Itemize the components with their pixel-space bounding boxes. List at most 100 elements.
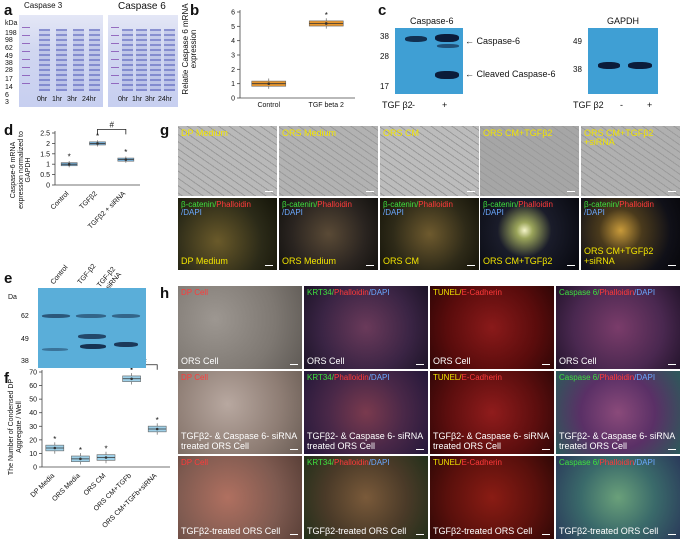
d-ylabel: Caspase-6 mRNA expression normalized to … (10, 131, 33, 209)
c-treat-label-2: TGF β2 (573, 100, 604, 110)
stain-legend: TUNEL/E-Cadherin (433, 373, 502, 382)
stain-c: /DAPI (634, 458, 656, 467)
scale-bar (668, 449, 676, 450)
significance-star: * (130, 366, 133, 375)
panel-c-label: c (378, 2, 387, 19)
stain-dapi: /DAPI (584, 208, 605, 218)
stain-c: /DAPI (634, 288, 656, 297)
data-point (79, 457, 82, 461)
c-treat-label: TGF β2 (382, 100, 413, 110)
panel-d-label: d (4, 122, 14, 139)
gel-caspase3-title: Caspase 3 (24, 1, 63, 10)
lane-label: 0hr (37, 96, 48, 103)
scale-bar (542, 364, 550, 365)
e-marker: 62 (21, 313, 29, 320)
y-tick-label: 2 (231, 67, 235, 74)
stain-a: Caspase 6/ (559, 288, 600, 297)
stain-legend: β-catenin/Phalloidin/DAPI (483, 200, 577, 218)
c-marker: 49 (573, 37, 582, 46)
gel-lane (122, 29, 133, 91)
scale-bar (290, 534, 298, 535)
y-tick-label: 0 (33, 465, 37, 472)
micrograph-fluorescence: TUNEL/E-Cadherin ORS Cell (430, 286, 554, 369)
scale-bar (567, 191, 575, 192)
micrograph-fluorescence: KRT34/Phalloidin/DAPI ORS Cell (304, 286, 428, 369)
row-condition-label: TGFβ2-treated ORS Cell (559, 525, 659, 536)
category-label: DP Media (30, 472, 57, 499)
scale-bar (668, 534, 676, 535)
fluorescence-image: β-catenin/Phalloidin/DAPI ORS Medium (279, 198, 378, 270)
gel-caspase6-title: Caspase 6 (118, 1, 166, 12)
micrograph-fluorescence: TUNEL/E-Cadherin TGFβ2-treated ORS Cell (430, 456, 554, 539)
y-tick-label: 2 (46, 141, 50, 148)
blot-gapdh-title: GAPDH (607, 16, 640, 26)
condition-label: DP Medium (181, 255, 228, 266)
significance-star: * (156, 416, 159, 425)
lane-label: 1hr (132, 96, 143, 103)
stain-beta-catenin: β-catenin/ (584, 200, 620, 209)
stain-b: E-Cadherin (461, 373, 502, 382)
c-plus-2: + (647, 100, 653, 110)
y-tick-label: 0.5 (40, 172, 50, 179)
scale-bar (668, 191, 676, 192)
stain-a: KRT34/ (307, 458, 334, 467)
stain-b: Phalloidin (333, 458, 369, 467)
condition-label: ORS Medium (282, 128, 337, 138)
scale-bar (416, 449, 424, 450)
c-plus: + (442, 100, 448, 110)
condition-label: ORS CM+TGFβ2 (483, 128, 553, 138)
scale-bar (542, 449, 550, 450)
f-ylabel: The Number of Condensed DP Aggregate / W… (8, 378, 23, 476)
gel-marker-label: 98 (5, 37, 13, 44)
condition-label: ORS CM+TGFβ2 (483, 255, 553, 266)
category-label: TGF beta 2 (309, 102, 345, 109)
micrograph-brightfield: DP Cell ORS Cell (178, 286, 302, 369)
data-point (67, 162, 71, 166)
gel-ladder (111, 27, 119, 91)
gel-caspase6: 0hr 1hr 3hr 24hr (108, 15, 178, 107)
stain-c: /DAPI (368, 288, 390, 297)
category-label: Control (50, 190, 71, 211)
stain-beta-catenin: β-catenin/ (383, 200, 419, 209)
stain-b: Phalloidin (333, 288, 369, 297)
data-point (104, 456, 108, 459)
gel-marker-label: 28 (5, 67, 13, 74)
stain-legend: TUNEL/E-Cadherin (433, 458, 502, 467)
y-tick-label: 30 (29, 424, 37, 431)
condition-label: ORS CM (383, 128, 419, 138)
gel-lane (73, 29, 84, 91)
stain-b: Phalloidin (599, 288, 635, 297)
gel-ladder (22, 27, 30, 91)
significance-star: * (325, 11, 328, 20)
stain-legend: TUNEL/E-Cadherin (433, 288, 502, 297)
data-point (124, 158, 128, 161)
lane-label: 3hr (67, 96, 78, 103)
phase-contrast-image: ORS Medium (279, 126, 378, 196)
scale-bar (467, 191, 475, 192)
micrograph-fluorescence: TUNEL/E-Cadherin TGFβ2- & Caspase 6- siRN… (430, 371, 554, 454)
micrograph-fluorescence: Caspase 6/Phalloidin/DAPI TGFβ2-treated O… (556, 456, 680, 539)
gel-marker-label: 17 (5, 76, 13, 83)
category-label: ORS CM+TGFb+siRNA (101, 472, 158, 529)
stain-b: E-Cadherin (461, 288, 502, 297)
c-marker: 38 (573, 65, 582, 74)
fluorescence-image: β-catenin/Phalloidin/DAPI DP Medium (178, 198, 277, 270)
blot-caspase6 (395, 28, 463, 94)
data-point (96, 142, 99, 145)
significance-star: * (79, 446, 82, 455)
phase-contrast-image: ORS CM+TGFβ2 (480, 126, 579, 196)
stain-legend: β-catenin/Phalloidin/DAPI (383, 200, 477, 218)
gel-marker-label: 198 (5, 30, 17, 37)
gel-lane (164, 29, 175, 91)
gel-marker-label: 38 (5, 60, 13, 67)
y-tick-label: 20 (29, 437, 37, 444)
panel-h-label: h (160, 285, 170, 302)
stain-phalloidin: Phalloidin (518, 200, 553, 209)
scale-bar (542, 534, 550, 535)
y-tick-label: 60 (29, 383, 37, 390)
stain-b: E-Cadherin (461, 458, 502, 467)
row-condition-label: TGFβ2- & Caspase 6- siRNA treated ORS Ce… (433, 431, 549, 451)
row-condition-label: TGFβ2-treated ORS Cell (181, 525, 281, 536)
micrograph-fluorescence: KRT34/Phalloidin/DAPI TGFβ2-treated ORS C… (304, 456, 428, 539)
